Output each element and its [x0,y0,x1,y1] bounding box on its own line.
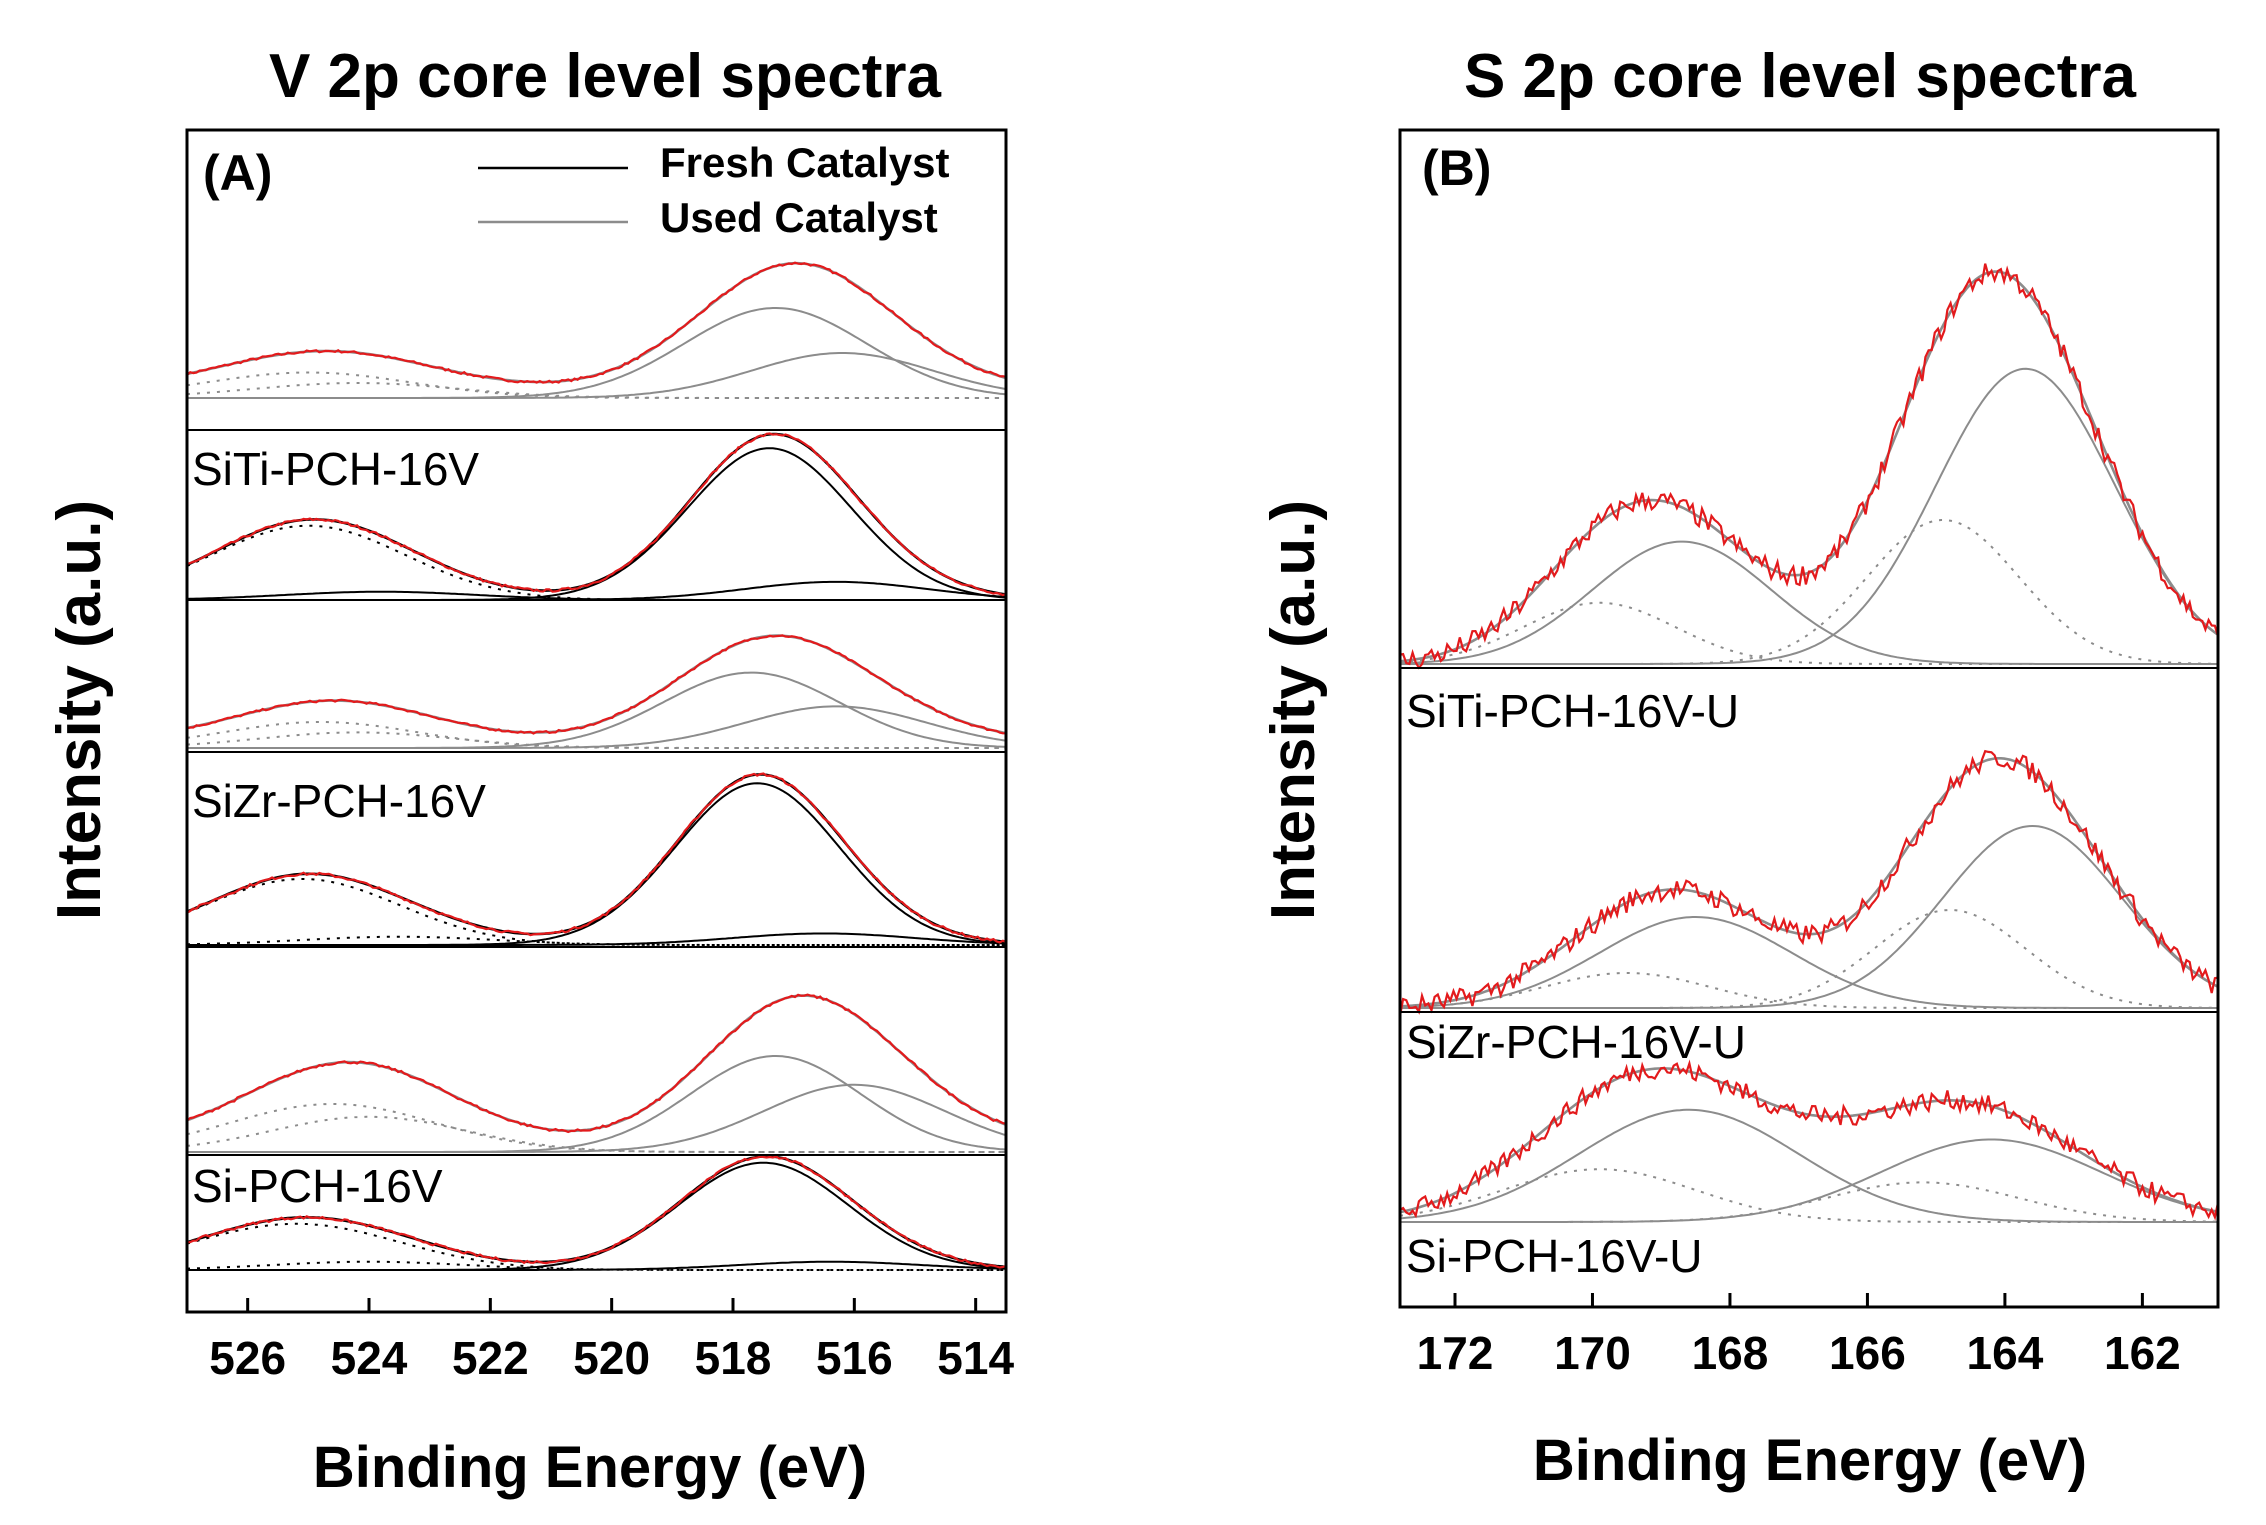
used-spectrum-envelope [186,634,1007,735]
spectrum-group [186,634,1007,946]
panel-b-xlabel: Binding Energy (eV) [1533,1428,2087,1493]
used-spectrum-component [1399,601,2218,665]
fresh-spectrum-component [186,1260,1006,1271]
used-spectrum-component [1400,1181,2218,1223]
used-spectrum-component [1399,1168,2218,1223]
used-spectrum-component [1400,519,2218,665]
panel-b-x-tick-label: 172 [1417,1327,1494,1379]
used-spectrum-component [1400,908,2218,1009]
used-spectrum-experimental [1399,263,2220,670]
used-spectrum-component [1399,916,2218,1009]
panel-b-x-tick-label: 166 [1829,1327,1906,1379]
sample-label-sizr-u: SiZr-PCH-16V-U [1406,1016,1746,1068]
fresh-spectrum-experimental [186,1155,1007,1269]
panel-b-x-tick-label: 170 [1554,1327,1631,1379]
sample-label-siti: SiTi-PCH-16V [192,443,479,495]
panel-a-x-tick-label: 520 [573,1332,650,1384]
spectrum-group [1399,1059,2220,1223]
fresh-spectrum-component [187,935,1006,946]
fresh-spectrum-component [186,524,1006,601]
fresh-spectrum-experimental [186,772,1007,944]
panel-a-x-tick-label: 526 [209,1332,286,1384]
used-spectrum-experimental [186,261,1007,384]
panel-a-label: (A) [203,145,272,201]
fresh-spectrum-experimental [186,432,1007,597]
used-spectrum-component [1400,367,2219,665]
used-spectrum-component [187,671,1007,749]
used-spectrum-component [187,1055,1007,1153]
used-spectrum-envelope [1399,1067,2219,1214]
spectrum-group [1398,749,2219,1017]
sample-label-si-u: Si-PCH-16V-U [1406,1230,1703,1282]
panel-b-label: (B) [1422,140,1491,196]
legend-used-label: Used Catalyst [660,194,938,241]
used-spectrum-component [187,705,1007,749]
sample-label-si: Si-PCH-16V [192,1160,443,1212]
fresh-spectrum-component [187,1260,1007,1271]
panel-a-xlabel: Binding Energy (eV) [313,1435,867,1500]
used-spectrum-component [186,731,1006,749]
used-spectrum-experimental [186,993,1007,1134]
spectrum-group [186,993,1007,1271]
panel-b-ylabel: Intensity (a.u.) [1259,500,1328,920]
spectrum-group [1399,263,2220,670]
sample-label-sizr: SiZr-PCH-16V [192,775,486,827]
panel-a-x-tick-label: 516 [816,1332,893,1384]
used-spectrum-component [187,307,1007,399]
legend-fresh-label: Fresh Catalyst [660,139,949,186]
panel-a-frame [185,128,1008,1314]
panel-a-x-tick-label: 518 [695,1332,772,1384]
panel-b-title: S 2p core level spectra [1464,42,2137,111]
used-spectrum-component [186,1103,1006,1153]
used-spectrum-component [1399,1108,2218,1223]
panel-a: V 2p core level spectra Intensity (a.u.)… [45,42,1014,1500]
panel-a-x-axis: 526 524 522 520 518 516 514 [209,1298,1014,1384]
used-spectrum-component [186,382,1006,399]
panel-b-x-axis: 172 170 168 166 164 162 [1417,1293,2181,1379]
used-spectrum-experimental [1399,1059,2220,1221]
panel-a-legend: Fresh Catalyst Used Catalyst [478,139,949,241]
panel-b-x-tick-label: 164 [1967,1327,2044,1379]
panel-b-plot [1398,263,2220,1223]
panel-b-frame [1398,128,2220,1309]
panel-a-x-tick-label: 522 [452,1332,529,1384]
used-spectrum-envelope [1399,270,2219,663]
fresh-spectrum-component [186,590,1006,601]
panel-a-x-tick-label: 514 [937,1332,1014,1384]
spectrum-group [186,261,1007,601]
panel-a-ylabel: Intensity (a.u.) [45,500,114,920]
used-spectrum-envelope [186,261,1007,384]
used-spectrum-envelope [186,994,1007,1133]
fresh-spectrum-component [187,932,1007,946]
used-spectrum-experimental [1398,749,2219,1017]
used-spectrum-component [186,721,1006,749]
fresh-spectrum-component [186,878,1006,946]
used-spectrum-component [187,1083,1007,1153]
panel-b: S 2p core level spectra Intensity (a.u.)… [1259,42,2220,1493]
used-spectrum-component [186,1115,1006,1153]
panel-a-plot [186,261,1007,1271]
panel-b-x-tick-label: 168 [1692,1327,1769,1379]
used-spectrum-component [1400,1138,2219,1223]
panel-b-x-tick-label: 162 [2104,1327,2181,1379]
used-spectrum-component [1400,824,2219,1009]
panel-a-x-tick-label: 524 [331,1332,408,1384]
panel-a-title: V 2p core level spectra [269,42,942,111]
used-spectrum-experimental [186,634,1006,735]
sample-label-siti-u: SiTi-PCH-16V-U [1406,685,1739,737]
